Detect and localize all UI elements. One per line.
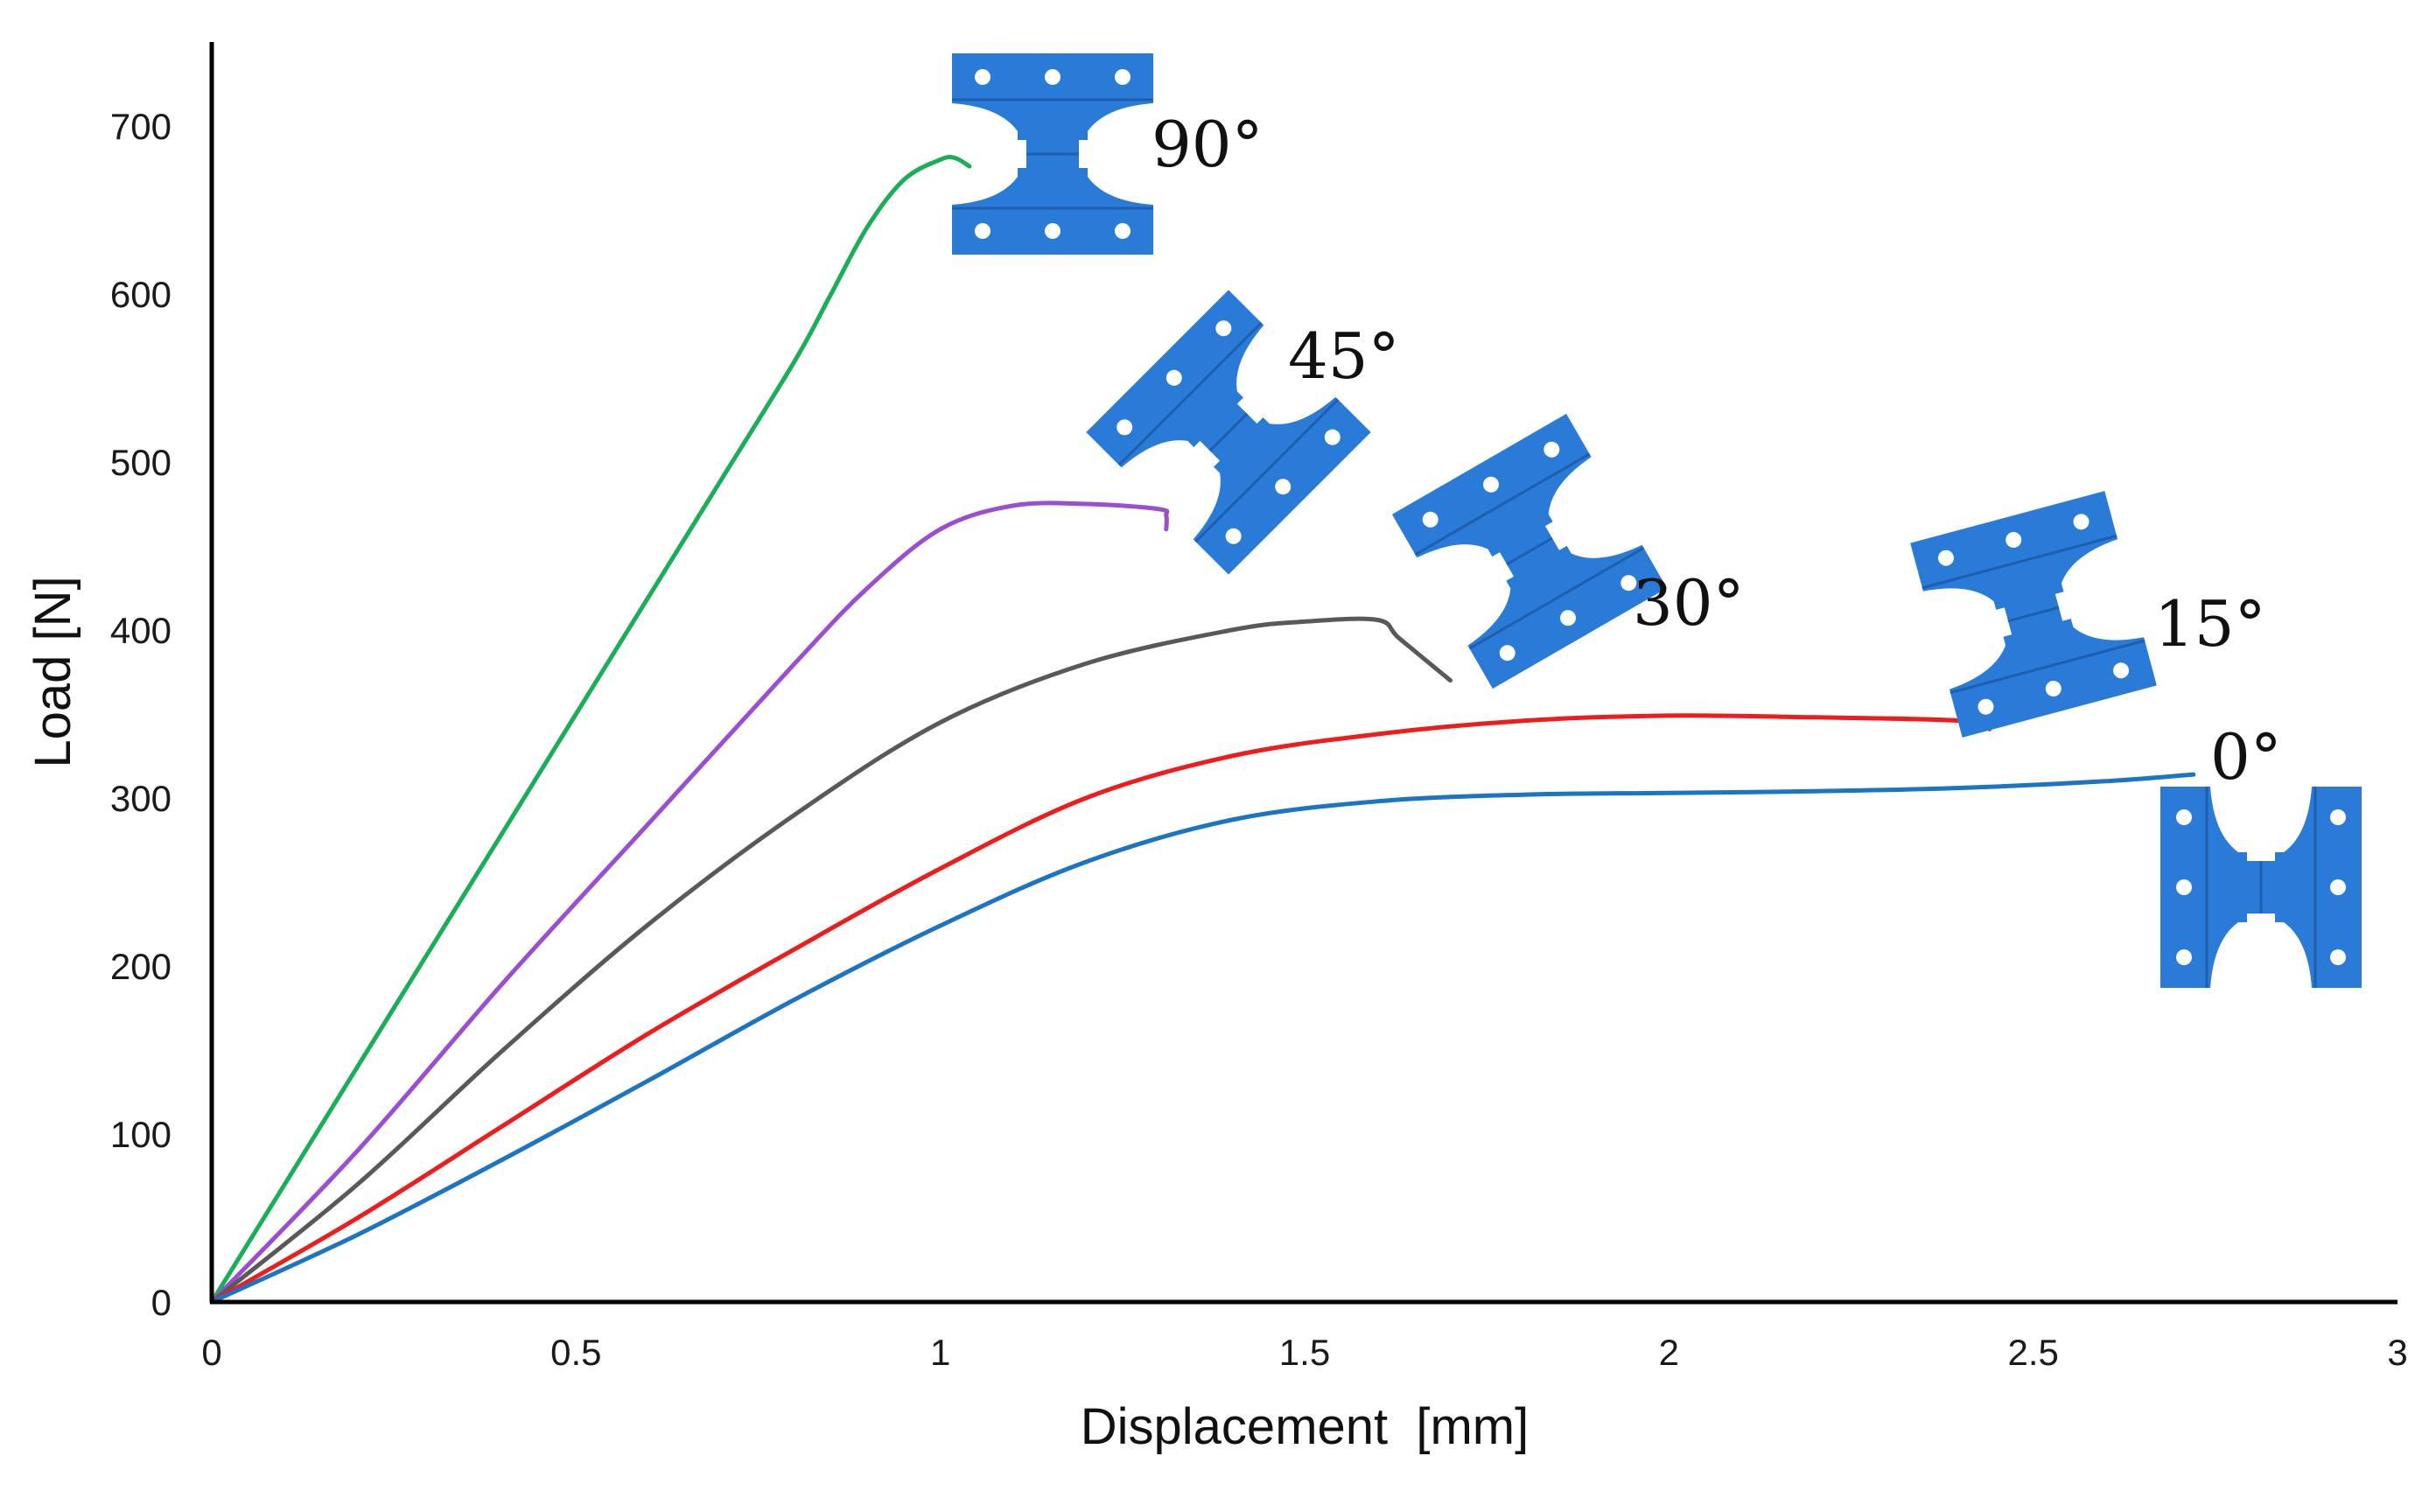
angle-label-4: 0° [2210, 720, 2282, 794]
y-tick-label: 500 [110, 442, 172, 483]
series-line-0 [209, 154, 972, 1305]
y-axis-title: Load [N] [24, 576, 81, 767]
x-axis-ticks: 0 0.5 1 1.5 2 2.5 3 [201, 1332, 2407, 1373]
x-tick-label: 1 [930, 1332, 950, 1373]
y-axis-ticks: 0 100 200 300 400 500 600 700 [110, 106, 172, 1323]
series-line-3 [209, 713, 1992, 1305]
x-axis-title: Displacement [mm] [1081, 1398, 1529, 1455]
x-tick-label: 2.5 [2007, 1332, 2058, 1373]
specimen-image-3 [1910, 491, 2157, 738]
x-tick-label: 0 [201, 1332, 221, 1373]
series-line-4 [209, 772, 2196, 1305]
y-tick-label: 300 [110, 778, 172, 819]
angle-label-3: 15° [2154, 587, 2266, 661]
angle-label-0: 90° [1152, 108, 1264, 181]
y-tick-label: 200 [110, 946, 172, 987]
series-line-1 [209, 500, 1170, 1305]
series-line-2 [209, 616, 1452, 1305]
angle-label-1: 45° [1288, 319, 1400, 393]
angle-labels: 90° 45° 30° 15° 0° [1152, 108, 2282, 794]
y-tick-label: 400 [110, 610, 172, 651]
specimen-image-2 [1391, 413, 1668, 690]
specimen-images [952, 53, 2362, 988]
y-tick-label: 100 [110, 1114, 172, 1155]
specimen-image-1 [1086, 290, 1371, 575]
specimen-image-0 [952, 53, 1153, 255]
y-tick-label: 700 [110, 106, 172, 147]
x-tick-label: 1.5 [1279, 1332, 1330, 1373]
specimen-image-4 [2160, 787, 2362, 988]
x-tick-label: 0.5 [550, 1332, 601, 1373]
series-lines [209, 154, 2196, 1305]
y-tick-label: 0 [151, 1282, 172, 1323]
angle-label-2: 30° [1633, 566, 1745, 640]
x-tick-label: 3 [2387, 1332, 2407, 1373]
y-tick-label: 600 [110, 274, 172, 315]
x-tick-label: 2 [1659, 1332, 1679, 1373]
